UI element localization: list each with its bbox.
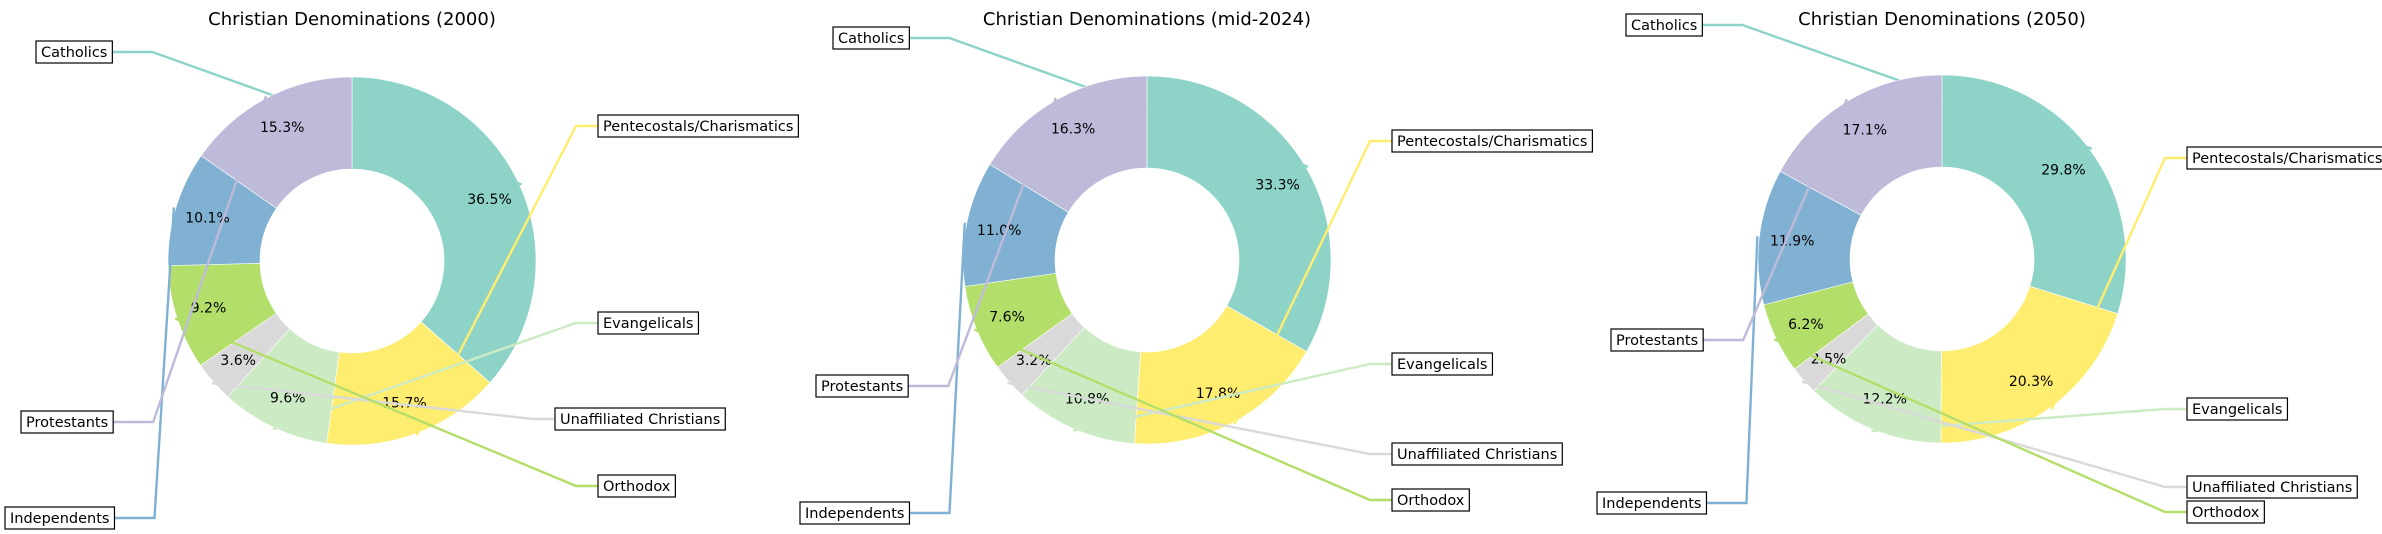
percent-label: 36.5%	[467, 192, 511, 208]
leader-line	[113, 95, 268, 424]
category-label-box	[20, 410, 114, 434]
chart-title: Christian Denominations (mid-2024)	[983, 9, 1311, 30]
chart-title: Christian Denominations (2000)	[208, 9, 496, 30]
wedge-catholics	[1941, 74, 2127, 315]
category-label-box	[2186, 500, 2265, 524]
leader-line	[2050, 156, 2187, 410]
leader-line	[415, 124, 598, 436]
category-label-orthodox: Orthodox	[603, 479, 671, 495]
percent-label: 33.3%	[1255, 177, 1299, 193]
leader-line	[909, 36, 1309, 168]
leader-line	[1706, 236, 1759, 505]
category-label-orthodox: Orthodox	[1397, 493, 1465, 509]
category-label-pentecostals-charismatics: Pentecostals/Charismatics	[603, 119, 793, 135]
percent-label: 16.3%	[1051, 121, 1095, 137]
leader-line	[112, 50, 522, 186]
percent-label: 17.8%	[1196, 386, 1240, 402]
percent-label: 29.8%	[2041, 163, 2085, 179]
category-label-catholics: Catholics	[41, 45, 107, 61]
category-label-unaffiliated-christians: Unaffiliated Christians	[1397, 447, 1557, 463]
leader-line	[1801, 380, 2187, 489]
leader-line	[272, 321, 598, 431]
wedge-pentecostals-charismatics	[1133, 305, 1307, 445]
wedge-protestants	[1779, 74, 1943, 216]
category-label-evangelicals: Evangelicals	[1397, 357, 1487, 373]
percent-label: 9.6%	[270, 391, 306, 407]
category-label-protestants: Protestants	[821, 379, 903, 395]
category-label-box	[1391, 352, 1494, 376]
category-label-box	[799, 501, 911, 525]
percent-label: 7.6%	[989, 309, 1025, 325]
leader-line	[908, 97, 1057, 388]
category-label-catholics: Catholics	[1631, 18, 1697, 34]
percent-label: 11.0%	[977, 223, 1021, 239]
percent-label: 9.2%	[191, 301, 227, 317]
percent-label: 15.3%	[260, 120, 304, 136]
donut-chart-3: Christian Denominations (2050) 29.8% Catho…	[1596, 9, 2382, 524]
category-label-box	[4, 506, 116, 530]
leader-line	[909, 222, 966, 515]
category-label-box	[815, 374, 909, 398]
leader-line	[211, 381, 555, 421]
category-label-orthodox: Orthodox	[2192, 505, 2260, 521]
leader-line	[1072, 362, 1392, 432]
category-label-box	[2186, 397, 2289, 421]
wedge-pentecostals-charismatics	[1940, 285, 2119, 444]
category-label-pentecostals-charismatics: Pentecostals/Charismatics	[1397, 134, 1587, 150]
category-label-independents: Independents	[1602, 496, 1701, 512]
leader-line	[1871, 407, 2187, 433]
category-label-evangelicals: Evangelicals	[2192, 402, 2282, 418]
leader-line	[1233, 139, 1392, 425]
wedge-catholics	[351, 76, 537, 384]
wedge-catholics	[1146, 75, 1332, 353]
category-label-independents: Independents	[805, 506, 904, 522]
category-label-unaffiliated-christians: Unaffiliated Christians	[2192, 480, 2352, 496]
percent-label: 3.6%	[220, 353, 256, 369]
percent-label: 20.3%	[2009, 374, 2053, 390]
wedge-protestants	[989, 75, 1148, 213]
category-label-box	[1391, 488, 1470, 512]
category-label-box	[2186, 475, 2358, 499]
category-label-evangelicals: Evangelicals	[603, 316, 693, 332]
percent-label: 17.1%	[1843, 122, 1887, 138]
category-label-protestants: Protestants	[1616, 333, 1698, 349]
percent-label: 11.9%	[1770, 234, 1814, 250]
leader-line	[1773, 338, 2187, 514]
category-label-box	[35, 40, 113, 64]
donut-chart-1: Christian Denominations (2000) 36.5% Catho…	[4, 9, 799, 530]
category-label-box	[2186, 146, 2382, 170]
leader-line	[114, 207, 176, 520]
category-label-box	[554, 407, 726, 431]
category-label-box	[832, 26, 910, 50]
wedge-pentecostals-charismatics	[326, 321, 491, 446]
category-label-independents: Independents	[10, 511, 109, 527]
category-label-box	[597, 311, 700, 335]
leader-line	[974, 328, 1392, 502]
percent-label: 10.1%	[185, 211, 229, 227]
leader-line	[1007, 381, 1392, 456]
leader-line	[1703, 98, 1848, 342]
category-label-box	[597, 114, 799, 138]
category-label-box	[1391, 129, 1593, 153]
category-label-box	[1391, 442, 1563, 466]
percent-label: 3.2%	[1016, 353, 1052, 369]
category-label-box	[597, 474, 676, 498]
chart-title: Christian Denominations (2050)	[1798, 9, 2086, 30]
category-label-pentecostals-charismatics: Pentecostals/Charismatics	[2192, 151, 2382, 167]
leader-line	[1702, 23, 2093, 150]
category-label-box	[1610, 328, 1704, 352]
category-label-box	[1596, 491, 1708, 515]
category-label-catholics: Catholics	[838, 31, 904, 47]
category-label-box	[1625, 13, 1703, 37]
category-label-protestants: Protestants	[26, 415, 108, 431]
category-label-unaffiliated-christians: Unaffiliated Christians	[560, 412, 720, 428]
percent-label: 2.5%	[1811, 351, 1847, 367]
leader-line	[174, 317, 598, 488]
percent-label: 6.2%	[1788, 317, 1824, 333]
donut-chart-2: Christian Denominations (mid-2024) 33.3% C…	[799, 9, 1593, 525]
